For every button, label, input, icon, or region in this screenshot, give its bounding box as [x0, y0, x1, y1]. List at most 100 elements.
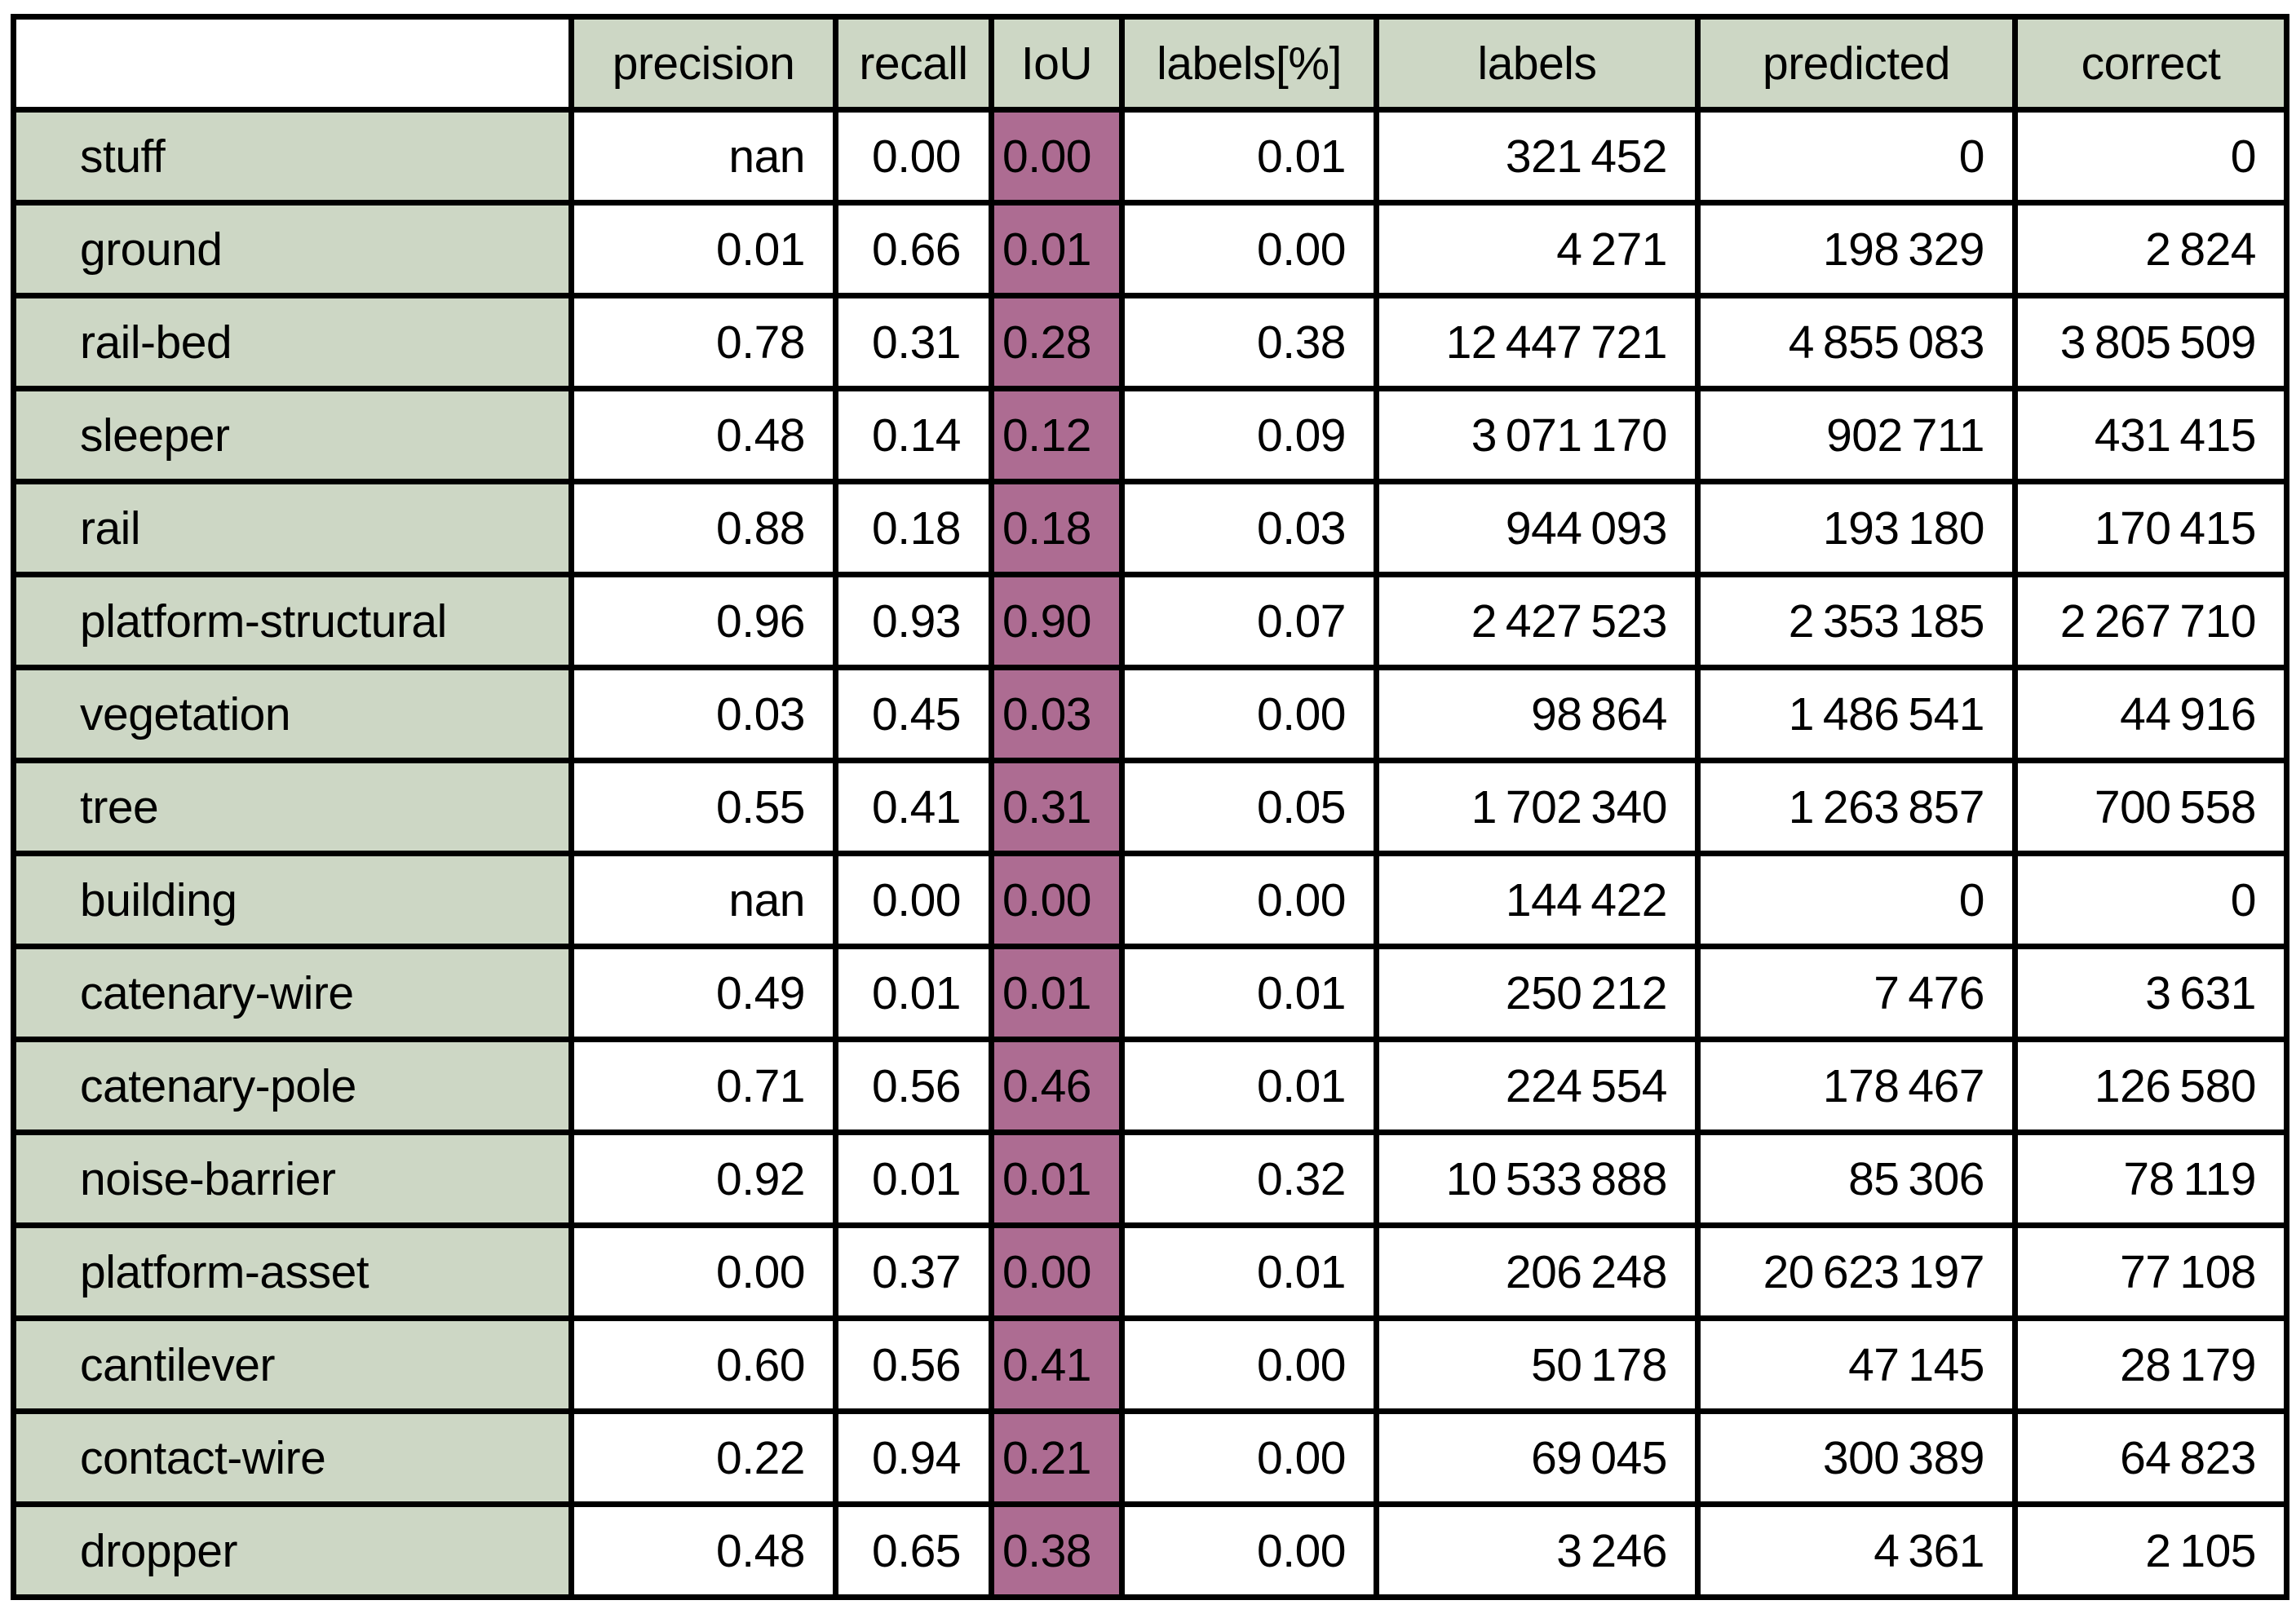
table-row: vegetation 0.03 0.45 0.03 0.00 98 864 1 … [11, 665, 2289, 763]
labels-pct-cell: 0.38 [1119, 293, 1379, 391]
precision-cell: 0.22 [568, 1408, 838, 1507]
row-label-cell: catenary-pole [11, 1037, 574, 1135]
table-row: rail 0.88 0.18 0.18 0.03 944 093 193 180… [11, 479, 2289, 577]
iou-cell: 0.38 [989, 1501, 1125, 1600]
correct-cell: 64 823 [2012, 1408, 2289, 1507]
iou-cell: 0.31 [989, 758, 1125, 856]
labels-cell: 144 422 [1374, 851, 1701, 949]
labels-cell: 1 702 340 [1374, 758, 1701, 856]
predicted-cell: 20 623 197 [1695, 1222, 2018, 1321]
iou-cell: 0.00 [989, 107, 1125, 206]
row-label-cell: contact-wire [11, 1408, 574, 1507]
predicted-cell: 4 855 083 [1695, 293, 2018, 391]
precision-cell: 0.48 [568, 386, 838, 484]
labels-pct-cell: 0.32 [1119, 1130, 1379, 1228]
col-header-iou: IoU [989, 14, 1125, 113]
header-row: precision recall IoU labels[%] labels pr… [11, 14, 2289, 113]
precision-cell: 0.01 [568, 200, 838, 298]
labels-pct-cell: 0.01 [1119, 1037, 1379, 1135]
recall-cell: 0.37 [833, 1222, 994, 1321]
predicted-cell: 178 467 [1695, 1037, 2018, 1135]
correct-cell: 431 415 [2012, 386, 2289, 484]
labels-cell: 10 533 888 [1374, 1130, 1701, 1228]
recall-cell: 0.00 [833, 851, 994, 949]
metrics-table: precision recall IoU labels[%] labels pr… [11, 14, 2289, 1600]
predicted-cell: 198 329 [1695, 200, 2018, 298]
labels-cell: 3 071 170 [1374, 386, 1701, 484]
iou-cell: 0.28 [989, 293, 1125, 391]
recall-cell: 0.01 [833, 1130, 994, 1228]
iou-cell: 0.00 [989, 851, 1125, 949]
iou-cell: 0.41 [989, 1315, 1125, 1414]
iou-cell: 0.01 [989, 944, 1125, 1042]
precision-cell: 0.60 [568, 1315, 838, 1414]
col-header-predicted: predicted [1695, 14, 2018, 113]
precision-cell: 0.03 [568, 665, 838, 763]
row-label-cell: ground [11, 200, 574, 298]
correct-cell: 2 824 [2012, 200, 2289, 298]
recall-cell: 0.45 [833, 665, 994, 763]
iou-cell: 0.01 [989, 200, 1125, 298]
iou-cell: 0.01 [989, 1130, 1125, 1228]
correct-cell: 2 105 [2012, 1501, 2289, 1600]
correct-cell: 3 805 509 [2012, 293, 2289, 391]
row-label-cell: rail-bed [11, 293, 574, 391]
row-label-cell: vegetation [11, 665, 574, 763]
predicted-cell: 2 353 185 [1695, 572, 2018, 670]
iou-cell: 0.21 [989, 1408, 1125, 1507]
table-row: platform-structural 0.96 0.93 0.90 0.07 … [11, 572, 2289, 670]
labels-pct-cell: 0.01 [1119, 944, 1379, 1042]
predicted-cell: 85 306 [1695, 1130, 2018, 1228]
col-header-labels: labels [1374, 14, 1701, 113]
labels-cell: 944 093 [1374, 479, 1701, 577]
precision-cell: 0.92 [568, 1130, 838, 1228]
recall-cell: 0.14 [833, 386, 994, 484]
labels-pct-cell: 0.00 [1119, 200, 1379, 298]
col-header-correct: correct [2012, 14, 2289, 113]
predicted-cell: 193 180 [1695, 479, 2018, 577]
recall-cell: 0.56 [833, 1315, 994, 1414]
correct-cell: 28 179 [2012, 1315, 2289, 1414]
table-row: building nan 0.00 0.00 0.00 144 422 0 0 [11, 851, 2289, 949]
correct-cell: 700 558 [2012, 758, 2289, 856]
labels-pct-cell: 0.00 [1119, 665, 1379, 763]
row-label-cell: building [11, 851, 574, 949]
predicted-cell: 1 263 857 [1695, 758, 2018, 856]
iou-cell: 0.18 [989, 479, 1125, 577]
precision-cell: 0.96 [568, 572, 838, 670]
table-row: catenary-pole 0.71 0.56 0.46 0.01 224 55… [11, 1037, 2289, 1135]
precision-cell: 0.00 [568, 1222, 838, 1321]
correct-cell: 78 119 [2012, 1130, 2289, 1228]
correct-cell: 3 631 [2012, 944, 2289, 1042]
row-label-cell: platform-asset [11, 1222, 574, 1321]
table-row: catenary-wire 0.49 0.01 0.01 0.01 250 21… [11, 944, 2289, 1042]
table-row: sleeper 0.48 0.14 0.12 0.09 3 071 170 90… [11, 386, 2289, 484]
table-row: stuff nan 0.00 0.00 0.01 321 452 0 0 [11, 107, 2289, 206]
table-row: rail-bed 0.78 0.31 0.28 0.38 12 447 721 … [11, 293, 2289, 391]
labels-pct-cell: 0.03 [1119, 479, 1379, 577]
recall-cell: 0.31 [833, 293, 994, 391]
precision-cell: 0.48 [568, 1501, 838, 1600]
iou-cell: 0.90 [989, 572, 1125, 670]
row-label-cell: catenary-wire [11, 944, 574, 1042]
col-header-labels-pct: labels[%] [1119, 14, 1379, 113]
precision-cell: 0.78 [568, 293, 838, 391]
labels-cell: 250 212 [1374, 944, 1701, 1042]
correct-cell: 2 267 710 [2012, 572, 2289, 670]
labels-cell: 12 447 721 [1374, 293, 1701, 391]
iou-cell: 0.03 [989, 665, 1125, 763]
table-row: contact-wire 0.22 0.94 0.21 0.00 69 045 … [11, 1408, 2289, 1507]
labels-pct-cell: 0.00 [1119, 851, 1379, 949]
labels-cell: 224 554 [1374, 1037, 1701, 1135]
labels-cell: 4 271 [1374, 200, 1701, 298]
table-row: dropper 0.48 0.65 0.38 0.00 3 246 4 361 … [11, 1501, 2289, 1600]
precision-cell: nan [568, 851, 838, 949]
labels-cell: 206 248 [1374, 1222, 1701, 1321]
precision-cell: 0.71 [568, 1037, 838, 1135]
precision-cell: 0.49 [568, 944, 838, 1042]
row-label-cell: tree [11, 758, 574, 856]
correct-cell: 170 415 [2012, 479, 2289, 577]
predicted-cell: 0 [1695, 851, 2018, 949]
row-label-cell: sleeper [11, 386, 574, 484]
precision-cell: 0.88 [568, 479, 838, 577]
